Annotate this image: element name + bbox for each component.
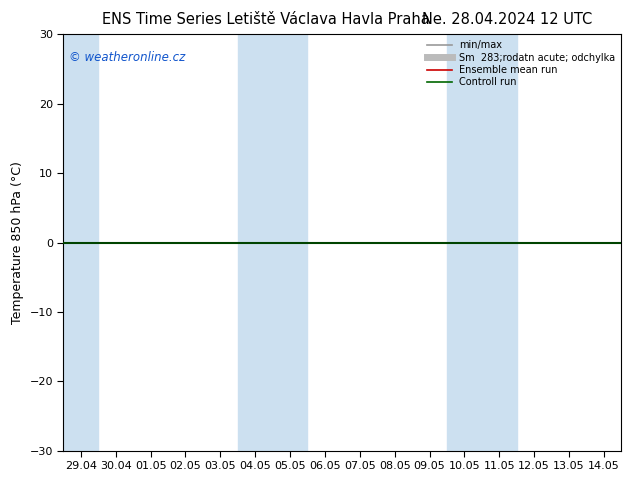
- Text: ENS Time Series Letiště Václava Havla Praha: ENS Time Series Letiště Václava Havla Pr…: [103, 12, 430, 27]
- Legend: min/max, Sm  283;rodatn acute; odchylka, Ensemble mean run, Controll run: min/max, Sm 283;rodatn acute; odchylka, …: [424, 36, 619, 91]
- Bar: [63, 34, 98, 451]
- Bar: [447, 34, 517, 451]
- Text: © weatheronline.cz: © weatheronline.cz: [69, 51, 185, 64]
- Text: Ne. 28.04.2024 12 UTC: Ne. 28.04.2024 12 UTC: [422, 12, 592, 27]
- Bar: [238, 34, 307, 451]
- Y-axis label: Temperature 850 hPa (°C): Temperature 850 hPa (°C): [11, 161, 24, 324]
